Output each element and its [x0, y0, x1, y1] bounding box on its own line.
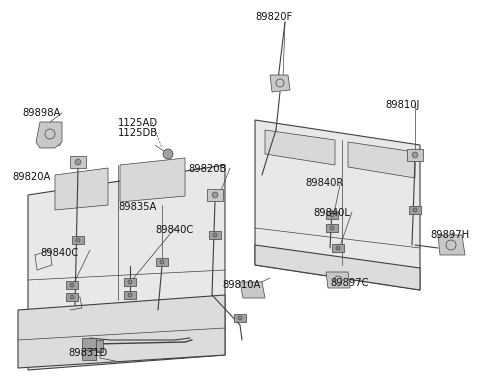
- Text: 89810J: 89810J: [385, 100, 420, 110]
- Circle shape: [336, 246, 340, 250]
- Polygon shape: [207, 189, 223, 201]
- Circle shape: [76, 238, 80, 242]
- Polygon shape: [70, 156, 86, 168]
- Circle shape: [160, 260, 164, 264]
- Circle shape: [212, 192, 218, 198]
- Bar: [82, 338, 96, 348]
- Polygon shape: [124, 278, 136, 286]
- Polygon shape: [348, 142, 415, 178]
- Circle shape: [128, 280, 132, 284]
- Polygon shape: [72, 236, 84, 244]
- Polygon shape: [255, 120, 420, 290]
- Polygon shape: [124, 291, 136, 299]
- Text: 89820A: 89820A: [12, 172, 50, 182]
- Text: 89840L: 89840L: [313, 208, 350, 218]
- Text: 89840C: 89840C: [40, 248, 78, 258]
- Text: 89840C: 89840C: [155, 225, 193, 235]
- Text: 89820F: 89820F: [255, 12, 292, 22]
- Circle shape: [412, 152, 418, 158]
- Text: 89897C: 89897C: [330, 278, 369, 288]
- Text: 89820B: 89820B: [188, 164, 227, 174]
- Circle shape: [238, 316, 242, 320]
- Polygon shape: [326, 272, 350, 288]
- Polygon shape: [120, 158, 185, 202]
- Polygon shape: [156, 258, 168, 266]
- Polygon shape: [234, 314, 246, 322]
- Circle shape: [330, 226, 334, 230]
- Bar: [82, 350, 96, 360]
- Polygon shape: [407, 149, 423, 161]
- Polygon shape: [209, 231, 221, 239]
- Polygon shape: [240, 282, 265, 298]
- Circle shape: [70, 283, 74, 287]
- Circle shape: [413, 208, 417, 212]
- Text: 89840R: 89840R: [305, 178, 343, 188]
- Polygon shape: [36, 122, 62, 148]
- Circle shape: [330, 213, 334, 217]
- Polygon shape: [18, 295, 225, 368]
- Polygon shape: [270, 75, 290, 92]
- Text: 89831D: 89831D: [68, 348, 107, 358]
- Polygon shape: [265, 130, 335, 165]
- Text: 89897H: 89897H: [430, 230, 469, 240]
- Circle shape: [128, 293, 132, 297]
- Polygon shape: [326, 224, 338, 232]
- Circle shape: [75, 159, 81, 165]
- Text: 89810A: 89810A: [222, 280, 260, 290]
- Polygon shape: [66, 293, 78, 301]
- Text: 1125AD: 1125AD: [118, 118, 158, 128]
- Polygon shape: [55, 168, 108, 210]
- Bar: [85, 340, 103, 352]
- Polygon shape: [28, 165, 225, 370]
- Circle shape: [70, 295, 74, 299]
- Polygon shape: [255, 245, 420, 290]
- Polygon shape: [438, 235, 465, 255]
- Circle shape: [163, 149, 173, 159]
- Text: 89835A: 89835A: [118, 202, 156, 212]
- Text: 1125DB: 1125DB: [118, 128, 158, 138]
- Polygon shape: [332, 244, 344, 252]
- Circle shape: [213, 233, 217, 237]
- Polygon shape: [409, 206, 421, 214]
- Polygon shape: [66, 281, 78, 289]
- Polygon shape: [326, 211, 338, 219]
- Text: 89898A: 89898A: [22, 108, 60, 118]
